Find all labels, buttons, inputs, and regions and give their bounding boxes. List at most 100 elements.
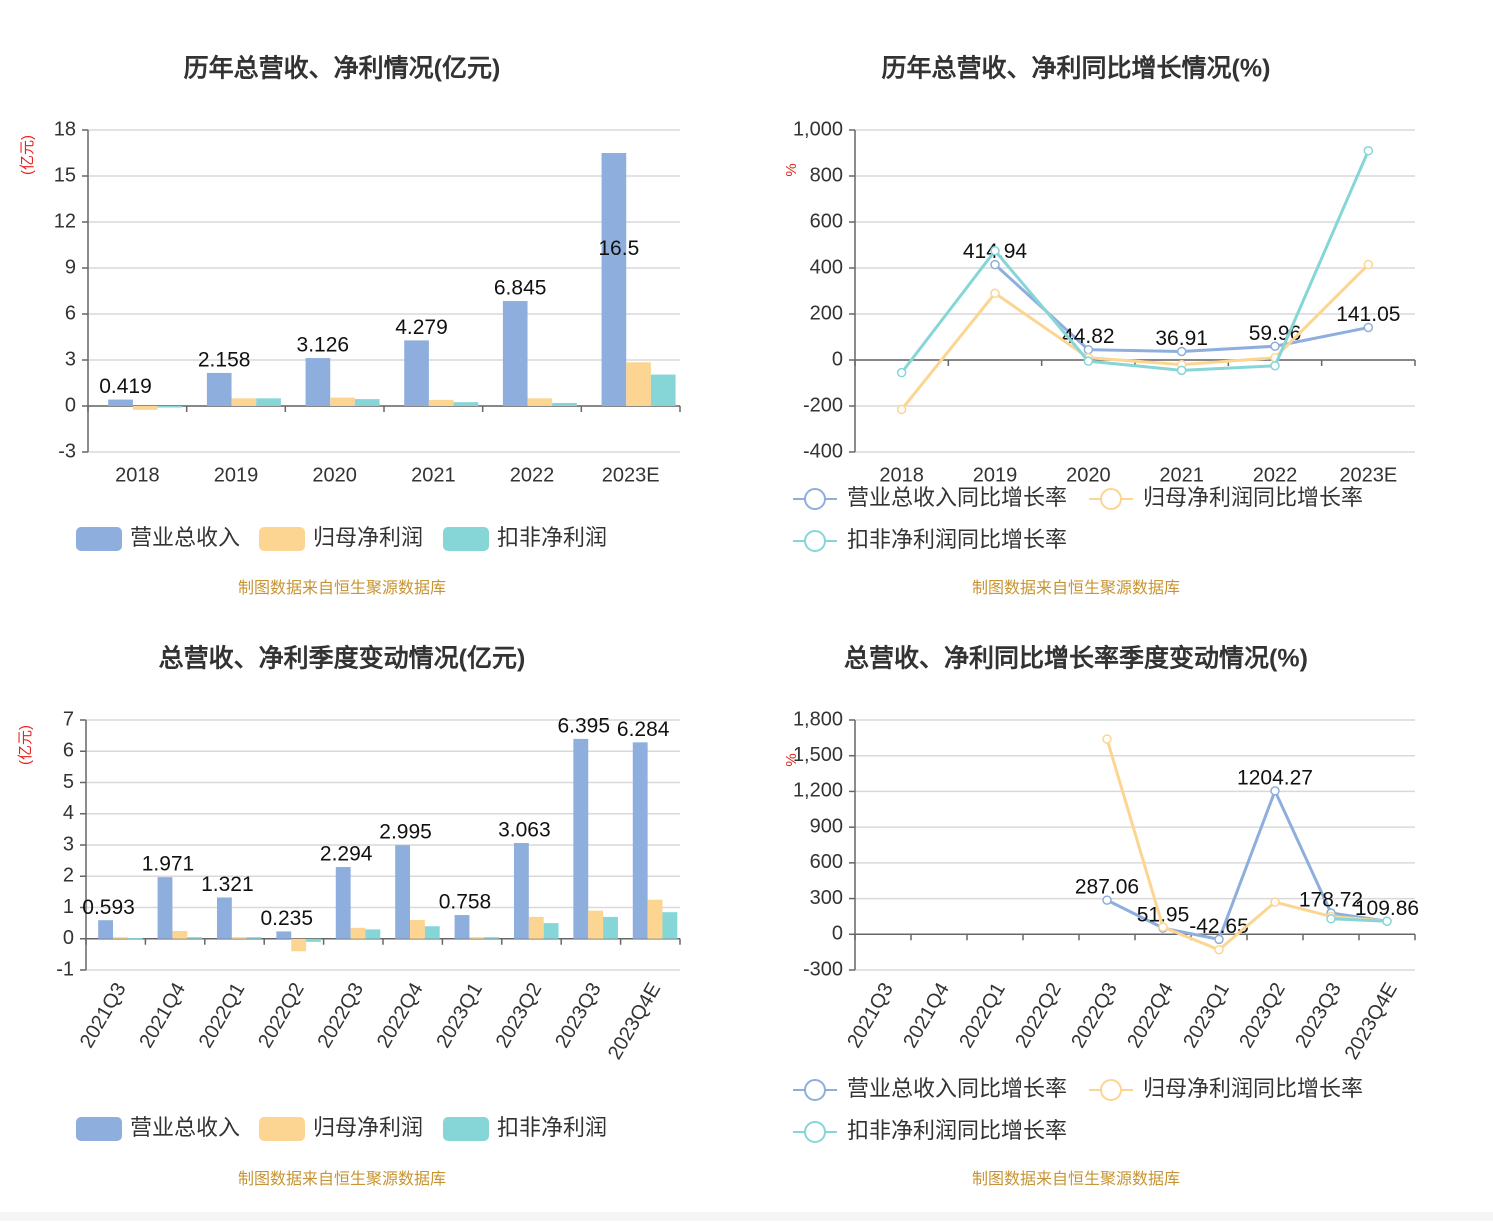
bar-deducted-profit <box>484 937 500 939</box>
x-tick-label: 2021Q4 <box>135 979 190 1052</box>
bar-net-profit <box>469 937 485 939</box>
bar-revenue <box>601 153 627 406</box>
series-line-2 <box>900 263 1370 411</box>
legend-label: 营业总收入 <box>130 525 240 550</box>
data-label: 0.758 <box>439 891 492 914</box>
x-tick-label: 2021 <box>1159 464 1204 486</box>
bar-revenue <box>276 931 292 939</box>
y-tick-label: -200 <box>803 394 843 416</box>
legend-label: 归母净利润同比增长率 <box>1143 1076 1363 1101</box>
series-line-2 <box>1105 738 1388 952</box>
data-point <box>1102 895 1112 905</box>
x-tick-label: 2023Q3 <box>551 979 606 1052</box>
y-tick-label: 900 <box>810 815 843 837</box>
data-label: 6.845 <box>494 277 547 300</box>
data-point <box>1214 945 1224 955</box>
source-note: 制图数据来自恒生聚源数据库 <box>238 1170 446 1188</box>
y-tick-label: 12 <box>54 210 76 232</box>
bar-revenue <box>573 738 589 939</box>
legend-swatch <box>259 1117 305 1141</box>
source-note: 制图数据来自恒生聚源数据库 <box>238 579 446 597</box>
legend-marker <box>1100 1079 1122 1101</box>
bar-revenue <box>395 845 411 939</box>
data-label: 2.294 <box>320 843 373 866</box>
x-tick-label: 2023E <box>1339 464 1397 486</box>
bar-deducted-profit <box>187 937 203 939</box>
data-label: 1204.27 <box>1237 766 1313 789</box>
bar-revenue <box>632 742 648 939</box>
x-tick-label: 2022Q2 <box>254 979 309 1052</box>
bar-revenue <box>206 372 232 406</box>
quarterly-growth-chart: 总营收、净利同比增长率季度变动情况(%)% -300 0 300 600 900 1,200… <box>783 644 1419 1189</box>
y-tick-label: 2 <box>63 865 74 887</box>
legend-label: 扣非净利润同比增长率 <box>847 1118 1067 1143</box>
bar-revenue <box>157 877 173 939</box>
annual-amount-chart: 历年总营收、净利情况(亿元) (亿元) -3 0 3 6 9 12 15 18 2018 2019 20… <box>19 54 681 597</box>
bar-net-profit <box>527 398 553 406</box>
legend-swatch <box>259 527 305 551</box>
bar-revenue <box>98 920 114 939</box>
bar-deducted-profit <box>662 912 678 939</box>
series-line-1 <box>1106 787 1388 942</box>
legend-marker <box>804 1121 826 1143</box>
y-tick-label: 6 <box>63 740 74 762</box>
data-point <box>1363 322 1374 333</box>
x-tick-label: 2023Q1 <box>432 979 487 1052</box>
bar-deducted-profit <box>552 402 577 406</box>
data-label: 1.321 <box>201 873 254 896</box>
y-tick-label: -3 <box>58 440 76 462</box>
data-point <box>1326 914 1336 924</box>
x-tick-label: 2021 <box>411 464 456 486</box>
x-tick-label: 2023Q2 <box>1235 979 1290 1052</box>
legend-marker <box>1100 488 1122 510</box>
bar-revenue <box>502 301 528 406</box>
data-point <box>1158 922 1168 932</box>
y-tick-label: 400 <box>810 256 843 278</box>
x-tick-label: 2021Q3 <box>843 979 898 1052</box>
legend-label: 扣非净利润同比增长率 <box>847 527 1067 552</box>
data-label: 36.91 <box>1155 327 1208 350</box>
legend-label: 营业总收入同比增长率 <box>847 485 1067 510</box>
data-label: 109.86 <box>1355 897 1419 920</box>
bar-net-profit <box>626 362 651 406</box>
y-tick-label: -300 <box>803 958 843 980</box>
x-tick-label: 2023E <box>602 464 660 486</box>
data-point <box>1176 365 1187 376</box>
data-label: 3.126 <box>297 334 350 357</box>
data-point <box>1214 934 1224 945</box>
x-tick-label: 2023Q1 <box>1179 979 1234 1052</box>
data-label: -42.65 <box>1189 915 1249 938</box>
chart-title: 历年总营收、净利情况(亿元) <box>184 54 501 83</box>
data-label: 6.395 <box>557 714 610 737</box>
data-label: 0.419 <box>99 375 152 398</box>
bar-revenue <box>335 867 351 939</box>
data-point <box>990 246 1000 256</box>
chart-title: 总营收、净利同比增长率季度变动情况(%) <box>844 644 1308 673</box>
bar-revenue <box>454 915 470 939</box>
bar-deducted-profit <box>424 926 440 939</box>
legend-marker <box>804 488 826 510</box>
x-tick-label: 2022 <box>1253 464 1298 486</box>
bar-deducted-profit <box>603 916 618 939</box>
y-tick-label: 18 <box>54 118 76 140</box>
y-tick-label: -1 <box>56 958 74 980</box>
x-tick-label: 2020 <box>312 464 357 486</box>
bar-net-profit <box>291 938 307 952</box>
data-label: 0.235 <box>260 907 313 930</box>
bar-net-profit <box>132 406 158 410</box>
legend-marker <box>804 530 826 552</box>
y-axis-unit: % <box>783 753 800 766</box>
legend-label: 归母净利润 <box>313 525 423 550</box>
bar-net-profit <box>647 899 663 939</box>
bar-revenue <box>108 399 133 406</box>
series-line-3 <box>1330 917 1388 923</box>
data-label: 3.063 <box>498 819 551 842</box>
legend-swatch <box>76 1117 122 1141</box>
y-tick-label: 0 <box>65 394 76 416</box>
y-tick-label: 4 <box>63 802 74 824</box>
x-tick-label: 2022 <box>510 464 555 486</box>
legend-swatch <box>443 527 489 551</box>
data-point <box>896 404 907 415</box>
x-tick-label: 2023Q2 <box>492 979 547 1052</box>
